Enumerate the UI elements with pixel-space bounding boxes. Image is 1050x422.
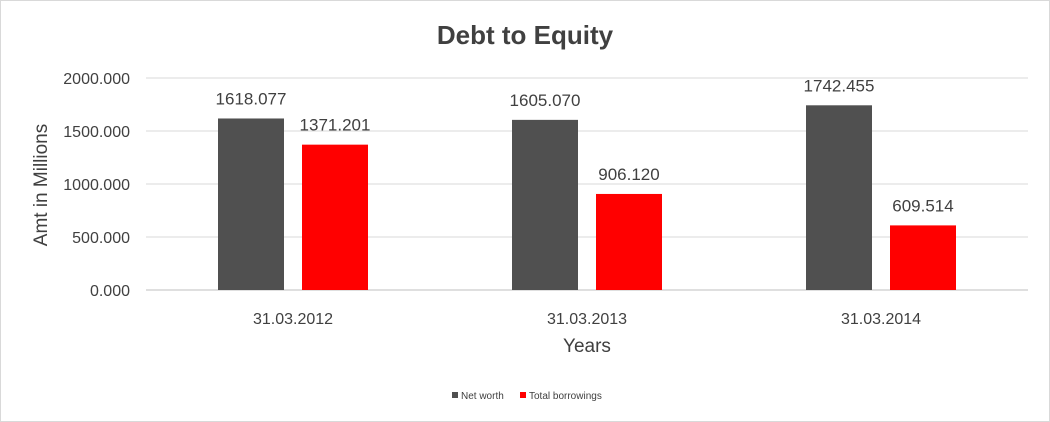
x-tick-label: 31.03.2013 — [547, 311, 627, 328]
bar — [218, 118, 284, 290]
x-axis-title: Years — [563, 336, 611, 357]
bar — [302, 144, 368, 290]
data-label: 1742.455 — [804, 76, 875, 95]
data-label: 1605.070 — [510, 91, 581, 110]
data-label: 1618.077 — [216, 89, 287, 108]
legend-swatch — [452, 392, 458, 398]
y-axis-title: Amt in Millions — [31, 124, 52, 246]
bar — [512, 119, 578, 290]
x-tick-label: 31.03.2012 — [253, 311, 333, 328]
bar — [806, 105, 872, 290]
legend-label: Total borrowings — [529, 391, 602, 402]
legend-label: Net worth — [461, 391, 504, 402]
y-tick-label: 0.000 — [90, 283, 130, 300]
y-tick-label: 1000.000 — [63, 177, 130, 194]
y-tick-label: 2000.000 — [63, 71, 130, 88]
bar — [596, 193, 662, 290]
data-label: 1371.201 — [300, 116, 371, 135]
y-tick-label: 500.000 — [72, 230, 130, 247]
bar — [890, 225, 956, 290]
y-tick-label: 1500.000 — [63, 124, 130, 141]
chart-title: Debt to Equity — [436, 20, 614, 50]
data-label: 609.514 — [892, 196, 953, 215]
x-tick-label: 31.03.2014 — [841, 311, 921, 328]
data-label: 906.120 — [598, 165, 659, 184]
legend-swatch — [520, 392, 526, 398]
